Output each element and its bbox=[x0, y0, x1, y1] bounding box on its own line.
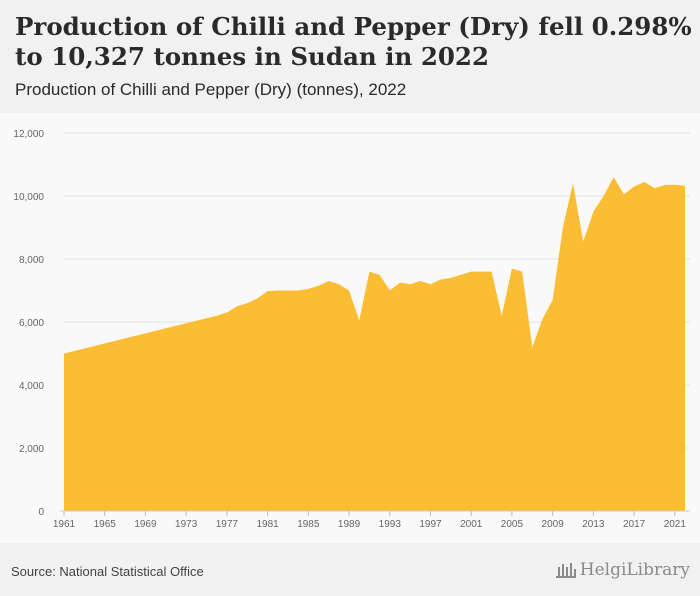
chart-title: Production of Chilli and Pepper (Dry) fe… bbox=[15, 12, 692, 71]
x-tick-label: 1989 bbox=[338, 519, 361, 530]
x-tick-label: 2005 bbox=[501, 519, 524, 530]
x-tick-label: 2017 bbox=[623, 519, 646, 530]
header-panel: Production of Chilli and Pepper (Dry) fe… bbox=[0, 0, 700, 113]
x-tick-label: 1981 bbox=[256, 519, 279, 530]
area-chart: 0 2,000 4,000 6,000 8,000 10,000 12,000 1961 196… bbox=[13, 129, 690, 530]
x-tick-label: 2021 bbox=[664, 519, 687, 530]
chart-area: 0 2,000 4,000 6,000 8,000 10,000 12,000 1961 196… bbox=[0, 113, 700, 543]
y-tick-label: 8,000 bbox=[19, 255, 44, 266]
y-tick-label: 6,000 bbox=[19, 318, 44, 329]
x-tick-label: 1993 bbox=[379, 519, 402, 530]
footer-panel: Source: National Statistical Office Helg… bbox=[0, 543, 700, 596]
source-note: Source: National Statistical Office bbox=[11, 564, 204, 579]
x-tick-label: 1965 bbox=[94, 519, 117, 530]
x-tick-label: 1977 bbox=[216, 519, 239, 530]
x-tick-label: 1961 bbox=[53, 519, 76, 530]
series-area bbox=[64, 177, 685, 511]
x-tick-label: 2013 bbox=[582, 519, 605, 530]
logo-text: HelgiLibrary bbox=[579, 560, 690, 580]
chart-subtitle: Production of Chilli and Pepper (Dry) (t… bbox=[15, 80, 407, 99]
y-tick-label: 0 bbox=[38, 507, 44, 518]
y-tick-label: 4,000 bbox=[19, 381, 44, 392]
x-tick-label: 1985 bbox=[297, 519, 320, 530]
x-tick-label: 1997 bbox=[419, 519, 442, 530]
x-tick-label: 2009 bbox=[542, 519, 565, 530]
y-tick-label: 2,000 bbox=[19, 444, 44, 455]
helgi-library-logo[interactable]: HelgiLibrary bbox=[555, 560, 690, 580]
library-building-icon bbox=[555, 563, 576, 578]
x-tick-label: 2001 bbox=[460, 519, 483, 530]
x-tick-label: 1973 bbox=[175, 519, 198, 530]
y-tick-label: 12,000 bbox=[13, 129, 44, 140]
x-tick-label: 1969 bbox=[134, 519, 157, 530]
y-tick-label: 10,000 bbox=[13, 192, 44, 203]
